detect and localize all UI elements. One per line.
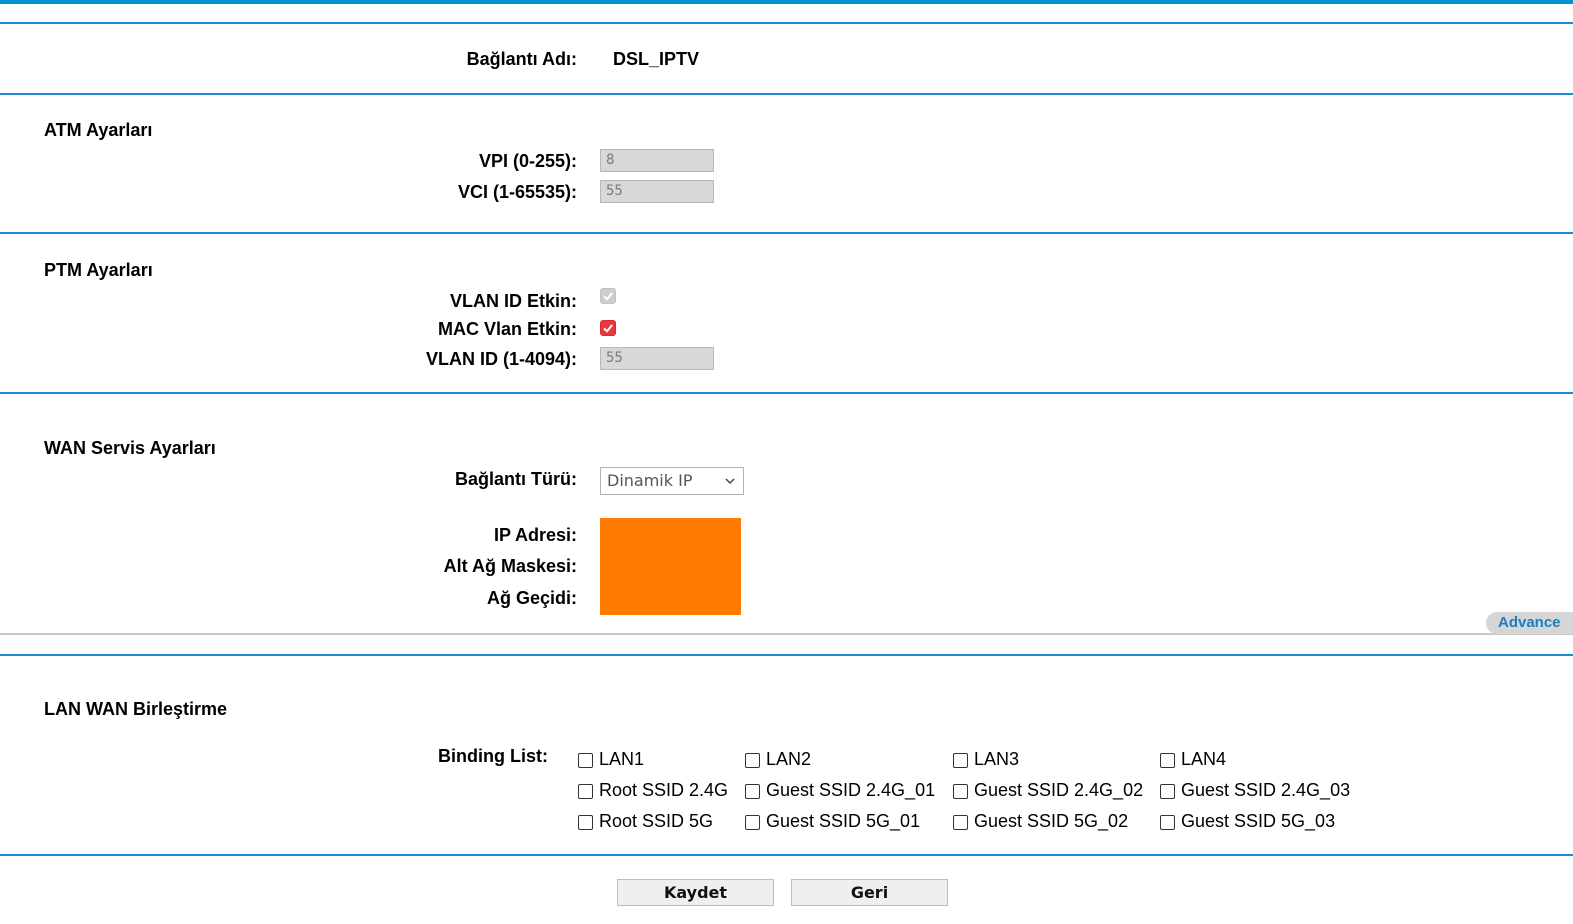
ip-address-label: IP Adresi: — [493, 525, 577, 545]
binding-checkbox[interactable] — [953, 815, 968, 830]
chevron-down-icon — [725, 478, 735, 485]
binding-checkbox[interactable] — [578, 784, 593, 799]
binding-item-label: Guest SSID 2.4G_03 — [1181, 780, 1351, 800]
binding-item-label: LAN2 — [766, 749, 812, 769]
binding-checkbox[interactable] — [745, 815, 760, 830]
binding-checkbox[interactable] — [953, 753, 968, 768]
binding-item-label: Guest SSID 2.4G_02 — [974, 780, 1144, 800]
binding-checkbox[interactable] — [953, 784, 968, 799]
binding-item-label: Root SSID 5G — [599, 811, 714, 831]
top-accent-bar — [0, 0, 1573, 4]
check-icon — [603, 292, 613, 301]
binding-item[interactable]: Guest SSID 2.4G_03 — [1160, 779, 1350, 801]
wan-section-title: WAN Servis Ayarları — [44, 438, 216, 458]
binding-item-label: LAN3 — [974, 749, 1020, 769]
divider — [0, 392, 1573, 394]
ptm-section-title: PTM Ayarları — [44, 260, 153, 280]
binding-item[interactable]: Guest SSID 5G_01 — [745, 810, 920, 832]
binding-item-label: Root SSID 2.4G — [599, 780, 729, 800]
back-button[interactable]: Geri — [791, 879, 948, 906]
redacted-ip-block — [600, 518, 741, 615]
binding-checkbox[interactable] — [1160, 753, 1175, 768]
check-icon — [603, 324, 613, 333]
binding-item[interactable]: Guest SSID 5G_02 — [953, 810, 1128, 832]
vci-input[interactable]: 55 — [600, 180, 714, 203]
vlan-id-input[interactable]: 55 — [600, 347, 714, 370]
gateway-label: Ağ Geçidi: — [486, 588, 577, 608]
connection-type-select[interactable]: Dinamik IP — [600, 467, 744, 495]
subnet-mask-label: Alt Ağ Maskesi: — [443, 556, 577, 576]
binding-item[interactable]: Guest SSID 2.4G_01 — [745, 779, 935, 801]
binding-item-label: Guest SSID 2.4G_01 — [766, 780, 936, 800]
atm-section-title: ATM Ayarları — [44, 120, 153, 140]
connection-name-label: Bağlantı Adı: — [466, 49, 577, 69]
divider — [0, 22, 1573, 24]
vci-label: VCI (1-65535): — [457, 182, 577, 202]
binding-item-label: LAN4 — [1181, 749, 1227, 769]
vlan-id-enabled-checkbox[interactable] — [600, 288, 616, 304]
mac-vlan-enabled-label: MAC Vlan Etkin: — [437, 319, 577, 339]
binding-checkbox[interactable] — [1160, 784, 1175, 799]
connection-type-value: Dinamik IP — [607, 471, 693, 490]
divider — [0, 854, 1573, 856]
divider — [0, 232, 1573, 234]
vlan-id-label: VLAN ID (1-4094): — [425, 349, 577, 369]
connection-name-value: DSL_IPTV — [613, 49, 700, 69]
binding-item[interactable]: LAN2 — [745, 748, 811, 770]
binding-checkbox[interactable] — [745, 753, 760, 768]
binding-item-label: Guest SSID 5G_03 — [1181, 811, 1336, 831]
binding-item[interactable]: Root SSID 2.4G — [578, 779, 728, 801]
save-button[interactable]: Kaydet — [617, 879, 774, 906]
binding-item[interactable]: Root SSID 5G — [578, 810, 713, 832]
binding-section-title: LAN WAN Birleştirme — [44, 699, 228, 719]
binding-checkbox[interactable] — [1160, 815, 1175, 830]
divider — [0, 93, 1573, 95]
binding-list-label: Binding List: — [438, 746, 548, 766]
binding-item-label: LAN1 — [599, 749, 645, 769]
divider — [0, 633, 1573, 635]
connection-type-label: Bağlantı Türü: — [455, 469, 577, 489]
mac-vlan-enabled-checkbox[interactable] — [600, 320, 616, 336]
vpi-label: VPI (0-255): — [478, 151, 577, 171]
binding-item-label: Guest SSID 5G_01 — [766, 811, 921, 831]
binding-item-label: Guest SSID 5G_02 — [974, 811, 1129, 831]
binding-checkbox[interactable] — [745, 784, 760, 799]
binding-item[interactable]: LAN4 — [1160, 748, 1226, 770]
binding-checkbox[interactable] — [578, 753, 593, 768]
vlan-id-enabled-label: VLAN ID Etkin: — [449, 291, 577, 311]
vpi-input[interactable]: 8 — [600, 149, 714, 172]
binding-item[interactable]: Guest SSID 2.4G_02 — [953, 779, 1143, 801]
binding-item[interactable]: Guest SSID 5G_03 — [1160, 810, 1335, 832]
binding-checkbox[interactable] — [578, 815, 593, 830]
binding-item[interactable]: LAN3 — [953, 748, 1019, 770]
advance-button[interactable]: Advance — [1486, 612, 1573, 634]
binding-item[interactable]: LAN1 — [578, 748, 644, 770]
divider — [0, 654, 1573, 656]
